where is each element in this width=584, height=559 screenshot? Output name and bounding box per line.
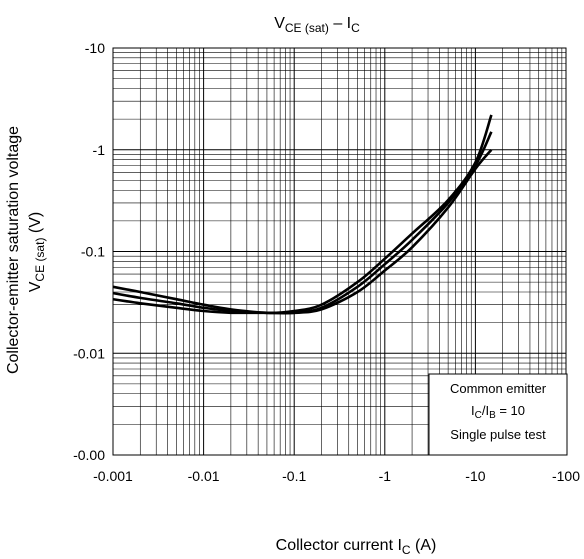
title-sub2: C: [351, 21, 360, 35]
x-tick-label: -100: [552, 468, 580, 484]
y-axis-label-unit: (V): [27, 212, 44, 238]
y-tick-label: -0.01: [73, 345, 105, 361]
series-layer: [112, 114, 493, 315]
series-line-1: [112, 114, 493, 315]
annotation-box: [428, 373, 568, 456]
annotation-slash-ib: /I: [482, 403, 489, 418]
y-tick-label: -0.1: [81, 244, 105, 260]
plot-frame: [112, 47, 567, 456]
x-tick-label: -0.01: [188, 468, 220, 484]
annotation-ic: I: [471, 403, 475, 418]
series-line-3: [112, 148, 493, 315]
title-v: V: [274, 15, 285, 32]
annotation-line-3: Single pulse test: [450, 427, 546, 442]
y-axis-label-line1: Collector-emitter saturation voltage: [5, 126, 22, 374]
annotation-ib-sub: B: [489, 410, 496, 421]
annotation-line-2: IC/IB = 10: [471, 403, 525, 421]
title-sub1: CE (sat): [285, 21, 329, 35]
annotation-line-1: Common emitter: [450, 381, 547, 396]
x-tick-labels: -0.001 -0.01 -0.1 -1 -10 -100: [93, 468, 580, 484]
x-axis-label-sub: C: [402, 543, 411, 557]
y-tick-label: -10: [85, 40, 105, 56]
y-tick-labels: -0.00 -0.01 -0.1 -1 -10: [73, 40, 105, 463]
x-tick-label: -0.1: [282, 468, 306, 484]
title-mid: – I: [329, 15, 351, 32]
annotation-ratio: = 10: [496, 403, 525, 418]
annotation-ic-sub: C: [475, 410, 482, 421]
x-axis-label: Collector current IC (A): [276, 537, 437, 557]
y-tick-label: -0.00: [73, 447, 105, 463]
x-axis-label-main: Collector current I: [276, 537, 402, 554]
y-tick-label: -1: [93, 142, 106, 158]
y-axis-label-main: V: [27, 281, 44, 292]
x-tick-label: -1: [379, 468, 392, 484]
x-tick-label: -10: [465, 468, 485, 484]
y-axis-label-sub: CE (sat): [33, 238, 47, 282]
x-axis-label-unit: (A): [411, 537, 437, 554]
chart-title: VCE (sat) – IC: [274, 15, 360, 35]
y-axis-label-line2: VCE (sat) (V): [27, 212, 47, 292]
x-tick-label: -0.001: [93, 468, 133, 484]
